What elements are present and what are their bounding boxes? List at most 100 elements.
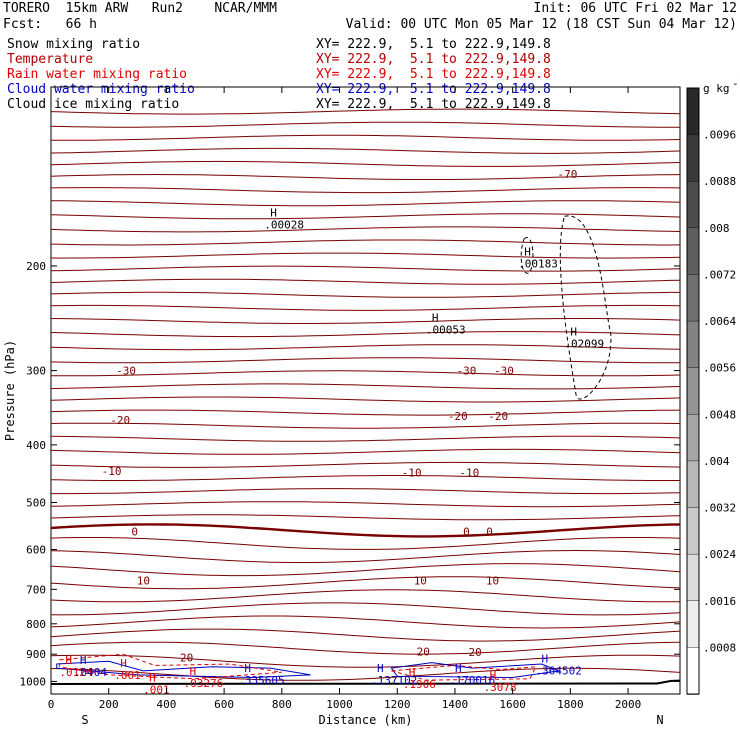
plot-frame: [50, 86, 681, 695]
max-marker-h: H: [524, 245, 531, 258]
isotherm-line: [51, 488, 681, 495]
isotherm-line: [50, 523, 681, 538]
isotherm-label: -20: [488, 410, 508, 423]
rain-contour: [59, 653, 282, 680]
terrain-line: [50, 679, 681, 685]
x-axis-title: Distance (km): [319, 713, 413, 727]
isotherm-line: [50, 187, 681, 194]
colorbar-bin: [686, 367, 700, 416]
max-marker-value: .0404: [74, 666, 107, 679]
colorbar-bin: [686, 414, 700, 462]
isotherm-label: 20: [469, 646, 482, 659]
max-marker-h: H: [65, 654, 72, 667]
x-tick-label: 0: [48, 698, 55, 711]
x-tick-label: 1800: [557, 698, 584, 711]
isotherm-line: [50, 563, 681, 577]
max-marker-h: H: [455, 662, 462, 675]
max-marker-h: H: [270, 206, 277, 219]
isotherm-label: 10: [137, 574, 150, 587]
isotherm-line: [50, 448, 681, 455]
isotherm-label: -10: [102, 465, 122, 478]
isotherm-line: [50, 409, 681, 416]
isotherm-label: 10: [486, 574, 499, 587]
x-tick-label: 400: [156, 698, 176, 711]
endpoint-left-label: S: [81, 713, 88, 727]
colorbar-bin: [686, 181, 700, 229]
colorbar-label: .0088: [703, 175, 736, 188]
max-marker-h: H: [120, 657, 127, 670]
isotherm-line: [50, 589, 681, 603]
isotherm-label: 0: [486, 526, 493, 539]
colorbar-label: .0096: [703, 129, 736, 142]
colorbar-label: .0048: [703, 408, 736, 421]
colorbar-label: .0016: [703, 595, 736, 608]
field-xy: XY= 222.9, 5.1 to 222.9,149.8: [316, 67, 551, 82]
isotherm-line: [51, 200, 681, 207]
field-xy: XY= 222.9, 5.1 to 222.9,149.8: [316, 37, 551, 52]
colorbar-bin: [686, 320, 700, 369]
field-xy: XY= 222.9, 5.1 to 222.9,149.8: [316, 97, 551, 112]
isotherm-line: [50, 318, 681, 324]
y-tick-label: 800: [26, 618, 46, 631]
colorbar-frame: [686, 87, 700, 695]
colorbar-bin: [686, 134, 700, 182]
x-tick-label: 2000: [615, 698, 642, 711]
isotherm-line: [50, 501, 681, 508]
colorbar-label: .0056: [703, 362, 736, 375]
max-marker-h: H: [149, 671, 156, 684]
isotherm-label: -10: [402, 466, 422, 479]
field-name: Cloud ice mixing ratio: [7, 97, 180, 112]
y-tick-label: 700: [26, 583, 46, 596]
isotherm-line: [50, 239, 681, 246]
isotherm-label: 20: [180, 652, 193, 665]
field-xy: XY= 222.9, 5.1 to 222.9,149.8: [316, 52, 551, 67]
max-marker-value: .00053: [426, 323, 466, 336]
isotherm-label: 10: [414, 574, 427, 587]
max-marker-h: H: [377, 662, 384, 675]
isotherm-line: [50, 147, 681, 154]
isotherm-label: 20: [417, 645, 430, 658]
isotherm-label: -20: [110, 414, 130, 427]
x-tick-label: 1600: [499, 698, 526, 711]
colorbar-unit: g kg: [703, 82, 730, 95]
header-right-line1: Init: 06 UTC Fri 02 Mar 12: [533, 1, 738, 16]
colorbar-bin: [686, 507, 700, 555]
colorbar-label: .0032: [703, 502, 736, 515]
colorbar-bin: [686, 87, 700, 136]
field-name: Cloud water mixing ratio: [7, 82, 195, 97]
y-tick-label: 200: [26, 260, 46, 273]
y-tick-label: 500: [26, 496, 46, 509]
isotherm-label: -20: [448, 410, 468, 423]
colorbar-bin: [686, 274, 700, 322]
colorbar-label: .0064: [703, 315, 736, 328]
max-marker-value: .001: [143, 683, 170, 696]
x-tick-label: 800: [272, 698, 292, 711]
header-right-line2: Valid: 00 UTC Mon 05 Mar 12 (18 CST Sun …: [345, 17, 737, 32]
isotherm-line: [50, 134, 681, 141]
max-marker-value: .00183: [518, 257, 558, 270]
max-marker-h: H: [432, 311, 439, 324]
isotherm-label: -30: [116, 365, 136, 378]
max-marker-value: .137102: [371, 674, 417, 687]
max-marker-value: .0124: [59, 666, 92, 679]
y-tick-label: 300: [26, 365, 46, 378]
y-tick-label: 600: [26, 544, 46, 557]
x-tick-label: 600: [214, 698, 234, 711]
x-tick-label: 200: [99, 698, 119, 711]
isotherm-label: -10: [459, 466, 479, 479]
colorbar-unit-exponent: -1: [732, 77, 740, 90]
x-tick-label: 1200: [384, 698, 411, 711]
colorbar-label: .0072: [703, 268, 736, 281]
isotherm-label: -70: [558, 168, 578, 181]
isotherm-line: [50, 615, 681, 629]
field-name: Snow mixing ratio: [7, 37, 141, 52]
isotherm-label: -30: [457, 365, 477, 378]
isotherm-line: [50, 475, 680, 481]
max-marker-value: .364502: [536, 665, 582, 678]
max-marker-value: .3078: [484, 681, 517, 694]
header-left-line2: Fcst: 66 h: [3, 17, 97, 32]
ice-contour: [559, 215, 612, 400]
colorbar-bin: [686, 227, 700, 276]
isotherm-line: [50, 537, 681, 550]
